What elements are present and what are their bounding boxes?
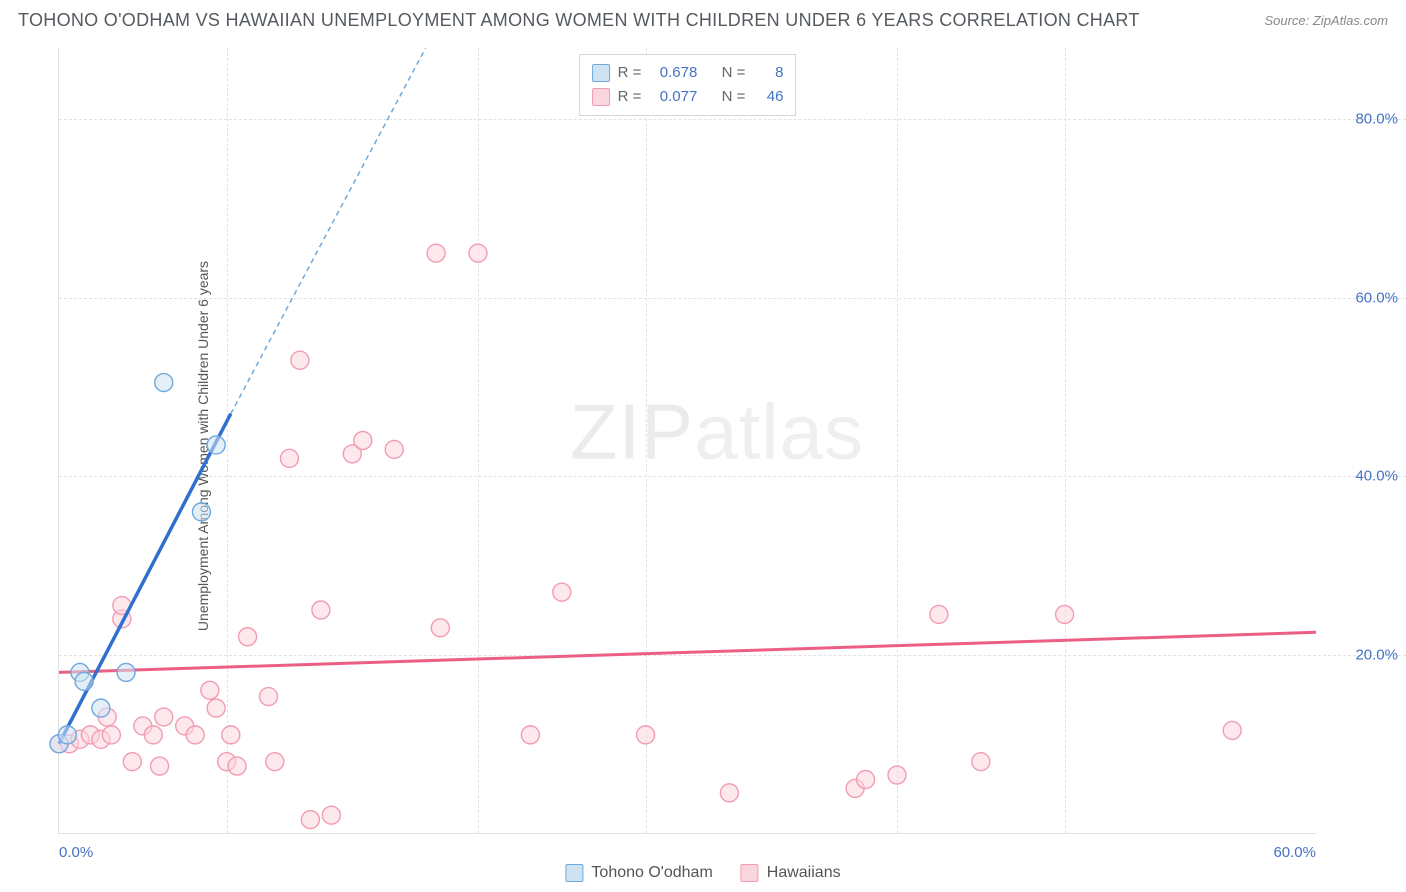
data-point-hawaiians xyxy=(144,726,162,744)
data-point-hawaiians xyxy=(720,784,738,802)
legend-item: Hawaiians xyxy=(741,864,841,882)
data-point-tohono xyxy=(58,726,76,744)
chart-source: Source: ZipAtlas.com xyxy=(1264,13,1388,28)
data-point-hawaiians xyxy=(312,601,330,619)
data-point-hawaiians xyxy=(301,811,319,829)
data-point-hawaiians xyxy=(123,753,141,771)
n-value: 46 xyxy=(753,85,783,109)
data-point-tohono xyxy=(75,672,93,690)
scatter-svg xyxy=(59,48,1316,833)
y-tick-label: 80.0% xyxy=(1355,111,1398,128)
data-point-hawaiians xyxy=(354,432,372,450)
r-value: 0.678 xyxy=(649,61,697,85)
data-point-hawaiians xyxy=(102,726,120,744)
chart-plot-area: 20.0%40.0%60.0%80.0%0.0%60.0% ZIPatlas R… xyxy=(58,48,1316,834)
legend-item: Tohono O'odham xyxy=(565,864,712,882)
data-point-hawaiians xyxy=(469,244,487,262)
data-point-hawaiians xyxy=(888,766,906,784)
n-value: 8 xyxy=(753,61,783,85)
data-point-hawaiians xyxy=(201,681,219,699)
legend-swatch xyxy=(741,864,759,882)
data-point-hawaiians xyxy=(280,449,298,467)
chart-title: TOHONO O'ODHAM VS HAWAIIAN UNEMPLOYMENT … xyxy=(18,10,1140,31)
data-point-hawaiians xyxy=(266,753,284,771)
data-point-hawaiians xyxy=(260,688,278,706)
n-label: N = xyxy=(722,85,746,109)
data-point-hawaiians xyxy=(427,244,445,262)
data-point-hawaiians xyxy=(291,351,309,369)
data-point-hawaiians xyxy=(431,619,449,637)
data-point-tohono xyxy=(117,663,135,681)
x-tick-label: 0.0% xyxy=(59,844,93,861)
data-point-hawaiians xyxy=(385,440,403,458)
data-point-hawaiians xyxy=(228,757,246,775)
data-point-hawaiians xyxy=(857,770,875,788)
data-point-hawaiians xyxy=(553,583,571,601)
data-point-hawaiians xyxy=(239,628,257,646)
data-point-tohono xyxy=(92,699,110,717)
y-tick-label: 20.0% xyxy=(1355,646,1398,663)
data-point-hawaiians xyxy=(322,806,340,824)
y-tick-label: 60.0% xyxy=(1355,289,1398,306)
data-point-hawaiians xyxy=(1056,605,1074,623)
data-point-hawaiians xyxy=(521,726,539,744)
r-label: R = xyxy=(618,61,642,85)
y-tick-label: 40.0% xyxy=(1355,468,1398,485)
legend-stat-row: R = 0.077 N = 46 xyxy=(592,85,784,109)
data-point-hawaiians xyxy=(186,726,204,744)
data-point-hawaiians xyxy=(207,699,225,717)
legend-stat-row: R = 0.678 N = 8 xyxy=(592,61,784,85)
r-value: 0.077 xyxy=(649,85,697,109)
x-tick-label: 60.0% xyxy=(1273,844,1316,861)
series-legend: Tohono O'odham Hawaiians xyxy=(565,864,840,882)
data-point-tohono xyxy=(155,374,173,392)
legend-swatch xyxy=(592,64,610,82)
data-point-hawaiians xyxy=(222,726,240,744)
data-point-tohono xyxy=(207,436,225,454)
trend-line-dash-tohono xyxy=(231,48,426,414)
data-point-hawaiians xyxy=(930,605,948,623)
data-point-hawaiians xyxy=(637,726,655,744)
n-label: N = xyxy=(722,61,746,85)
correlation-legend: R = 0.678 N = 8 R = 0.077 N = 46 xyxy=(579,54,797,116)
legend-swatch xyxy=(592,88,610,106)
data-point-tohono xyxy=(192,503,210,521)
legend-swatch xyxy=(565,864,583,882)
legend-label: Tohono O'odham xyxy=(591,864,712,882)
r-label: R = xyxy=(618,85,642,109)
data-point-hawaiians xyxy=(151,757,169,775)
legend-label: Hawaiians xyxy=(767,864,841,882)
data-point-hawaiians xyxy=(1223,721,1241,739)
data-point-hawaiians xyxy=(155,708,173,726)
data-point-hawaiians xyxy=(972,753,990,771)
